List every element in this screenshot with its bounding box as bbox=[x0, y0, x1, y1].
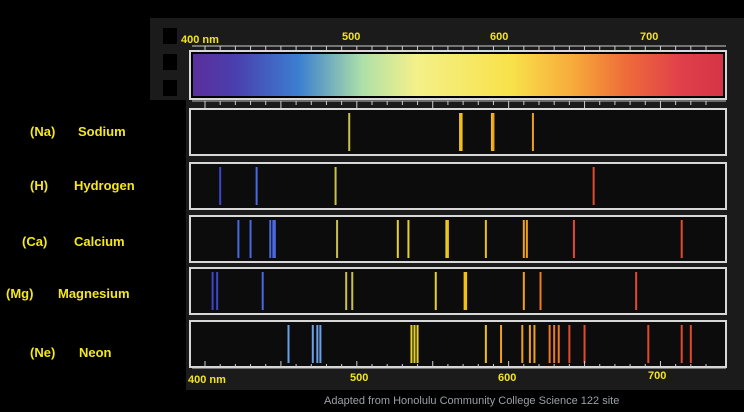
element-symbol: (Ca) bbox=[22, 234, 47, 249]
sprocket-hole bbox=[163, 210, 177, 226]
sprocket-hole bbox=[163, 366, 177, 382]
sprocket-holes bbox=[163, 28, 177, 382]
sprocket-hole bbox=[163, 236, 177, 252]
sprocket-hole bbox=[163, 158, 177, 174]
credit-text: Adapted from Honolulu Community College … bbox=[324, 395, 619, 407]
element-name: Calcium bbox=[74, 234, 125, 249]
sprocket-hole bbox=[163, 106, 177, 122]
spectrum-panel-hydrogen bbox=[189, 162, 727, 210]
spectrum-frame bbox=[189, 108, 727, 156]
emission-spectra bbox=[189, 108, 727, 368]
spectrum-frame bbox=[189, 320, 727, 368]
top-tick-label-600: 600 bbox=[490, 31, 508, 43]
sprocket-hole bbox=[163, 340, 177, 356]
spectrum-panel-calcium bbox=[189, 215, 727, 263]
sprocket-hole bbox=[163, 314, 177, 330]
continuous-spectrum bbox=[193, 54, 723, 96]
sprocket-hole bbox=[163, 28, 177, 44]
bottom-tick-label-500: 500 bbox=[350, 372, 368, 384]
sprocket-hole bbox=[163, 184, 177, 200]
bottom-tick-label-400: 400 nm bbox=[188, 374, 226, 386]
sprocket-hole bbox=[163, 288, 177, 304]
spectrum-frame bbox=[189, 162, 727, 210]
element-name: Hydrogen bbox=[74, 178, 135, 193]
element-symbol: (Ne) bbox=[30, 345, 55, 360]
element-label-calcium: (Ca) Calcium bbox=[22, 234, 125, 249]
sprocket-hole bbox=[163, 132, 177, 148]
spectrum-frame bbox=[189, 215, 727, 263]
spectrum-panel-neon bbox=[189, 320, 727, 368]
spectrum-panel-magnesium bbox=[189, 267, 727, 315]
spectrum-frame bbox=[189, 267, 727, 315]
bottom-wavelength-axis: 400 nm 500 600 700 bbox=[188, 361, 726, 386]
element-name: Neon bbox=[79, 345, 112, 360]
element-name: Sodium bbox=[78, 124, 126, 139]
element-symbol: (Mg) bbox=[6, 286, 33, 301]
top-tick-label-500: 500 bbox=[342, 31, 360, 43]
element-name: Magnesium bbox=[58, 286, 130, 301]
element-label-magnesium: (Mg) Magnesium bbox=[6, 286, 130, 301]
sprocket-hole bbox=[163, 262, 177, 278]
top-wavelength-axis: 400 nm 500 600 700 bbox=[181, 31, 726, 53]
element-symbol: (H) bbox=[30, 178, 48, 193]
sprocket-hole bbox=[163, 54, 177, 70]
element-label-hydrogen: (H) Hydrogen bbox=[30, 178, 135, 193]
bottom-tick-label-700: 700 bbox=[648, 370, 666, 382]
element-symbol: (Na) bbox=[30, 124, 55, 139]
sprocket-hole bbox=[163, 80, 177, 96]
label-column bbox=[0, 100, 186, 390]
spectrum-panel-sodium bbox=[189, 108, 727, 156]
top-tick-label-700: 700 bbox=[640, 31, 658, 43]
element-label-neon: (Ne) Neon bbox=[30, 345, 112, 360]
bottom-tick-label-600: 600 bbox=[498, 372, 516, 384]
top-tick-label-400: 400 nm bbox=[181, 34, 219, 46]
element-label-sodium: (Na) Sodium bbox=[30, 124, 126, 139]
